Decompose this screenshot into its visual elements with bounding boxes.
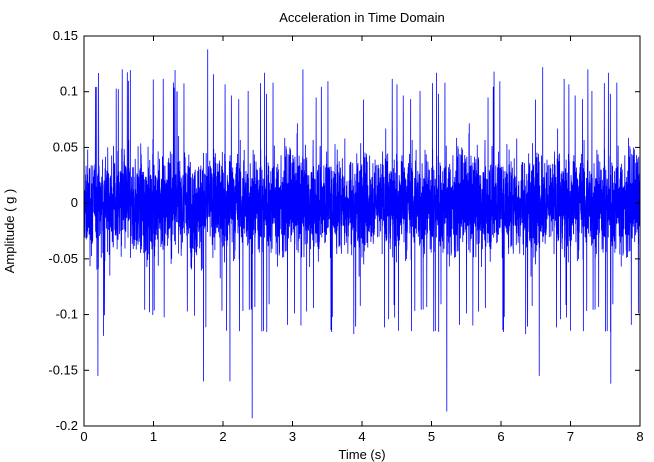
x-tick-label: 4 [358,429,365,444]
x-tick-label: 1 [150,429,157,444]
y-tick-label: 0.05 [53,139,78,154]
chart-title: Acceleration in Time Domain [279,10,444,25]
y-tick-label: -0.15 [48,362,78,377]
y-tick-label: 0.1 [60,84,78,99]
y-axis: -0.2 -0.15 -0.1 -0.05 0 0.05 0.1 0.15 [48,28,640,433]
y-tick-label: -0.2 [56,418,78,433]
y-axis-label: Amplitude ( g ) [2,189,17,274]
series-line-acceleration [84,49,640,419]
x-tick-label: 6 [497,429,504,444]
y-tick-label: 0 [71,195,78,210]
y-tick-label: -0.1 [56,307,78,322]
x-axis: 0 1 2 3 4 5 6 7 8 [80,36,644,444]
x-tick-label: 2 [219,429,226,444]
x-axis-label: Time (s) [338,447,385,462]
y-tick-label: -0.05 [48,251,78,266]
y-tick-label: 0.15 [53,28,78,43]
x-tick-label: 3 [289,429,296,444]
signal-trace [84,49,640,419]
x-tick-label: 0 [80,429,87,444]
x-tick-label: 8 [636,429,643,444]
x-tick-label: 5 [428,429,435,444]
x-tick-label: 7 [567,429,574,444]
